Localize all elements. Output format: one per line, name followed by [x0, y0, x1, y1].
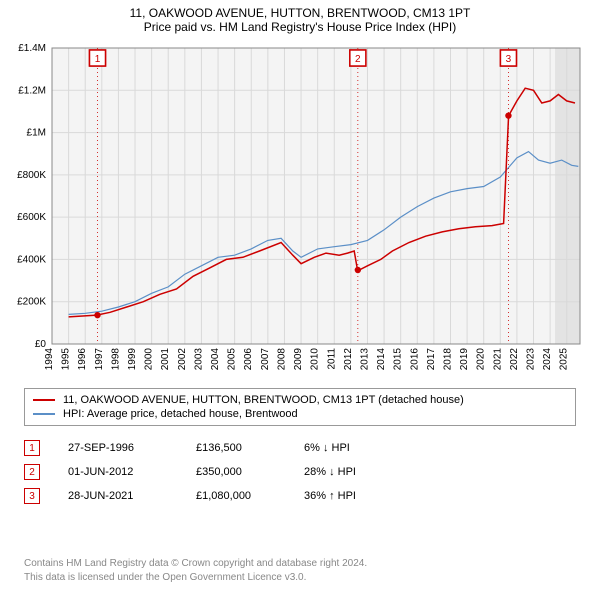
transactions-table: 1 27-SEP-1996 £136,500 6% ↓ HPI 2 01-JUN… [24, 436, 576, 508]
legend-row: HPI: Average price, detached house, Bren… [33, 407, 567, 421]
svg-text:2009: 2009 [293, 348, 304, 371]
page-wrapper: 11, OAKWOOD AVENUE, HUTTON, BRENTWOOD, C… [0, 0, 600, 590]
tx-pct: 28% ↓ HPI [304, 466, 394, 478]
svg-text:2018: 2018 [442, 348, 453, 371]
table-row: 2 01-JUN-2012 £350,000 28% ↓ HPI [24, 460, 576, 484]
table-row: 3 28-JUN-2021 £1,080,000 36% ↑ HPI [24, 484, 576, 508]
legend-swatch-blue [33, 413, 55, 415]
svg-text:2023: 2023 [526, 348, 537, 371]
svg-text:2007: 2007 [260, 348, 271, 371]
svg-text:£1.2M: £1.2M [18, 85, 46, 96]
legend-and-table: 11, OAKWOOD AVENUE, HUTTON, BRENTWOOD, C… [24, 388, 576, 508]
tx-date: 27-SEP-1996 [68, 442, 168, 454]
svg-text:2024: 2024 [542, 348, 553, 371]
legend-swatch-red [33, 399, 55, 401]
svg-text:2014: 2014 [376, 348, 387, 371]
svg-text:2019: 2019 [459, 348, 470, 371]
tx-badge: 2 [24, 464, 40, 480]
footer-line-1: Contains HM Land Registry data © Crown c… [24, 557, 367, 571]
legend-label: 11, OAKWOOD AVENUE, HUTTON, BRENTWOOD, C… [63, 394, 464, 406]
svg-text:2: 2 [355, 54, 361, 65]
svg-text:2025: 2025 [559, 348, 570, 371]
svg-text:2003: 2003 [193, 348, 204, 371]
svg-text:1995: 1995 [61, 348, 72, 371]
legend-label: HPI: Average price, detached house, Bren… [63, 408, 298, 420]
svg-text:2020: 2020 [476, 348, 487, 371]
svg-text:1998: 1998 [110, 348, 121, 371]
title-block: 11, OAKWOOD AVENUE, HUTTON, BRENTWOOD, C… [0, 0, 600, 36]
svg-text:2004: 2004 [210, 348, 221, 371]
svg-text:2022: 2022 [509, 348, 520, 371]
svg-text:2017: 2017 [426, 348, 437, 371]
title-line-2: Price paid vs. HM Land Registry's House … [0, 20, 600, 34]
svg-text:3: 3 [506, 54, 512, 65]
svg-text:£400K: £400K [17, 254, 46, 265]
footer-line-2: This data is licensed under the Open Gov… [24, 571, 367, 585]
svg-text:2013: 2013 [359, 348, 370, 371]
svg-text:1999: 1999 [127, 348, 138, 371]
svg-text:2010: 2010 [310, 348, 321, 371]
svg-text:£1.4M: £1.4M [18, 43, 46, 54]
tx-date: 28-JUN-2021 [68, 490, 168, 502]
svg-text:2016: 2016 [409, 348, 420, 371]
legend-box: 11, OAKWOOD AVENUE, HUTTON, BRENTWOOD, C… [24, 388, 576, 426]
svg-text:2021: 2021 [492, 348, 503, 371]
svg-text:£1M: £1M [27, 128, 46, 139]
svg-text:2002: 2002 [177, 348, 188, 371]
svg-text:1996: 1996 [77, 348, 88, 371]
svg-text:2006: 2006 [243, 348, 254, 371]
tx-price: £1,080,000 [196, 490, 276, 502]
tx-price: £350,000 [196, 466, 276, 478]
tx-pct: 6% ↓ HPI [304, 442, 394, 454]
legend-row: 11, OAKWOOD AVENUE, HUTTON, BRENTWOOD, C… [33, 393, 567, 407]
svg-text:£600K: £600K [17, 212, 46, 223]
svg-text:2008: 2008 [276, 348, 287, 371]
svg-text:£200K: £200K [17, 297, 46, 308]
tx-badge: 1 [24, 440, 40, 456]
svg-text:1997: 1997 [94, 348, 105, 371]
footer: Contains HM Land Registry data © Crown c… [24, 557, 367, 584]
svg-text:2005: 2005 [227, 348, 238, 371]
svg-text:1994: 1994 [44, 348, 55, 371]
svg-text:1: 1 [95, 54, 101, 65]
svg-text:2001: 2001 [160, 348, 171, 371]
tx-pct: 36% ↑ HPI [304, 490, 394, 502]
svg-text:2012: 2012 [343, 348, 354, 371]
svg-text:£800K: £800K [17, 170, 46, 181]
title-line-1: 11, OAKWOOD AVENUE, HUTTON, BRENTWOOD, C… [0, 6, 600, 20]
tx-price: £136,500 [196, 442, 276, 454]
chart-svg: £0£200K£400K£600K£800K£1M£1.2M£1.4M19941… [0, 40, 600, 380]
tx-badge: 3 [24, 488, 40, 504]
table-row: 1 27-SEP-1996 £136,500 6% ↓ HPI [24, 436, 576, 460]
svg-text:2011: 2011 [326, 348, 337, 370]
tx-date: 01-JUN-2012 [68, 466, 168, 478]
svg-text:2015: 2015 [393, 348, 404, 371]
svg-text:2000: 2000 [144, 348, 155, 371]
